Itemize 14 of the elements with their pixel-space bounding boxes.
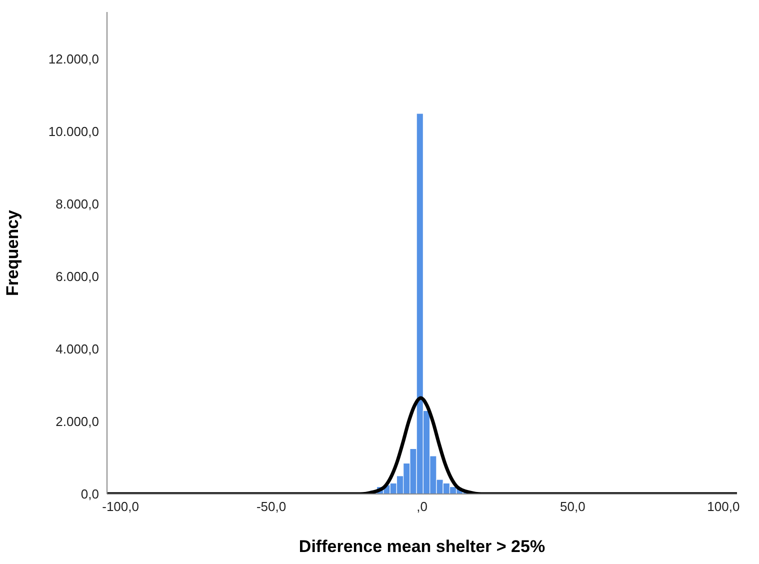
y-tick-label: 4.000,0 [56,342,99,357]
x-tick-label: -100,0 [102,499,139,514]
x-tick-label: 100,0 [707,499,740,514]
y-tick-label: 8.000,0 [56,196,99,212]
y-tick-label: 10.000,0 [48,124,99,140]
x-axis-title: Difference mean shelter > 25% [298,537,546,556]
y-tick-label: 0,0 [80,486,99,502]
x-tick-label: -50,0 [256,499,286,514]
y-tick-label: 2.000,0 [56,414,99,430]
y-tick-label: 12.000,0 [48,52,99,67]
y-axis-title: Frequency [3,209,22,296]
y-tick-label: 6.000,0 [56,269,99,284]
x-tick-label: 50,0 [560,499,586,514]
x-tick-label: ,0 [416,499,428,514]
